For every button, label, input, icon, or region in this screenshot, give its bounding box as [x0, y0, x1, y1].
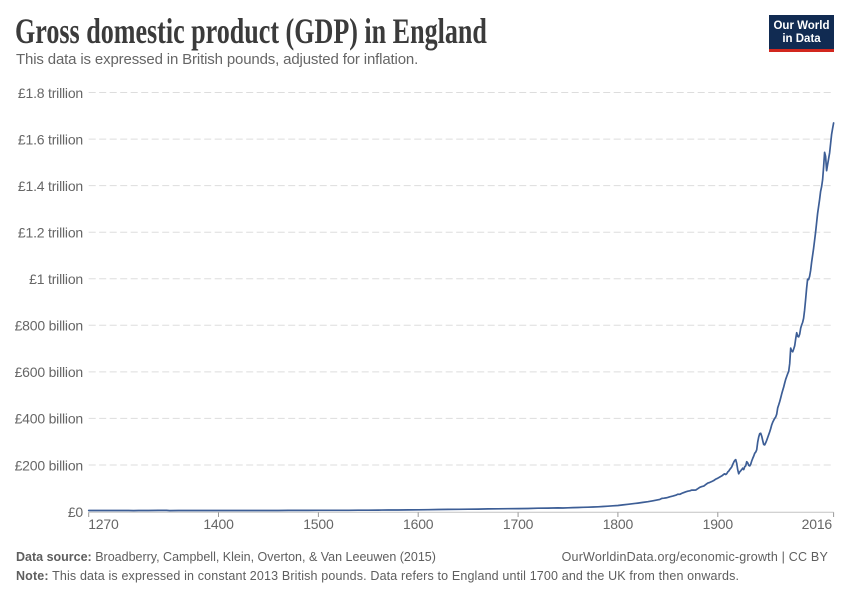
svg-text:£800 billion: £800 billion	[15, 318, 83, 334]
svg-text:1400: 1400	[203, 516, 234, 532]
svg-text:£1 trillion: £1 trillion	[29, 271, 83, 287]
svg-text:1600: 1600	[403, 516, 434, 532]
svg-text:£400 billion: £400 billion	[15, 411, 83, 427]
svg-text:£600 billion: £600 billion	[15, 364, 83, 380]
svg-text:£1.4 trillion: £1.4 trillion	[18, 178, 83, 194]
svg-text:£200 billion: £200 billion	[15, 457, 83, 473]
svg-text:1500: 1500	[303, 516, 334, 532]
svg-text:£1.6 trillion: £1.6 trillion	[18, 131, 83, 147]
svg-text:1270: 1270	[88, 516, 119, 532]
svg-text:1700: 1700	[503, 516, 534, 532]
svg-text:2016: 2016	[802, 516, 833, 532]
svg-text:1900: 1900	[703, 516, 734, 532]
svg-text:£0: £0	[68, 504, 84, 520]
svg-text:1800: 1800	[603, 516, 634, 532]
svg-text:£1.8 trillion: £1.8 trillion	[18, 85, 83, 101]
svg-text:£1.2 trillion: £1.2 trillion	[18, 225, 83, 241]
